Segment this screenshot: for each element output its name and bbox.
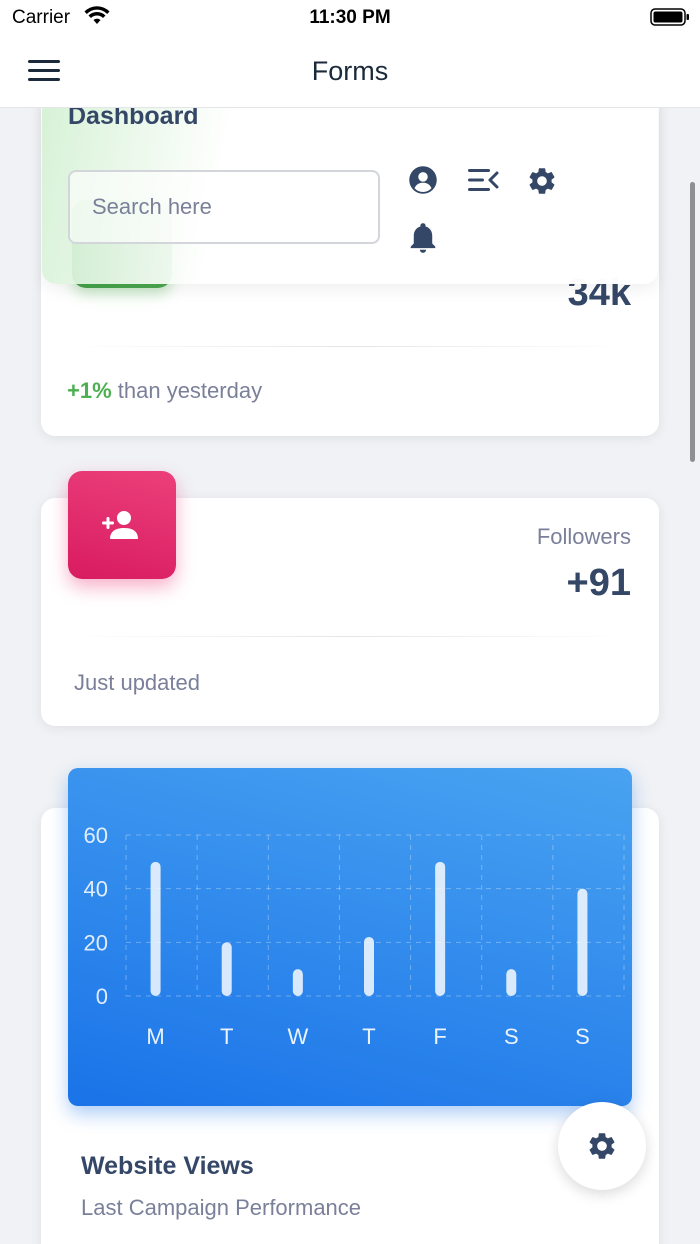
- user-circle-icon[interactable]: [408, 165, 438, 195]
- x-tick-label: T: [362, 1024, 375, 1049]
- chart-title: Website Views: [81, 1152, 254, 1180]
- status-bar: Carrier 11:30 PM: [0, 0, 700, 36]
- x-tick-label: M: [146, 1024, 164, 1049]
- bar-chart: 0 20 40 60 M T W T F S S: [84, 823, 625, 1049]
- bell-icon[interactable]: [408, 222, 438, 254]
- chart-bar: [292, 969, 303, 996]
- gear-icon[interactable]: [526, 165, 558, 197]
- settings-fab-button[interactable]: [558, 1102, 646, 1190]
- y-tick-label: 40: [84, 877, 108, 902]
- battery-icon: [650, 8, 689, 26]
- x-tick-label: S: [504, 1024, 519, 1049]
- card-divider: [69, 346, 631, 347]
- y-tick-label: 0: [96, 984, 108, 1009]
- menu-close-icon[interactable]: [466, 166, 500, 194]
- x-tick-label: T: [220, 1024, 233, 1049]
- followers-label: Followers: [536, 524, 631, 549]
- chart-bar: [221, 942, 232, 996]
- search-input[interactable]: [68, 170, 380, 244]
- revenue-footer: +1% than yesterday: [67, 378, 262, 404]
- nav-bar: Forms: [0, 36, 700, 108]
- carrier-label: Carrier: [12, 7, 71, 28]
- chart-bar: [506, 969, 517, 996]
- followers-icon-tile: [68, 471, 176, 579]
- scrollbar[interactable]: [690, 182, 695, 462]
- chart-bar: [435, 861, 446, 996]
- card-divider: [69, 636, 631, 637]
- x-tick-label: S: [575, 1024, 590, 1049]
- status-time: 11:30 PM: [309, 7, 391, 28]
- x-tick-label: F: [433, 1024, 446, 1049]
- chart-bar: [150, 861, 161, 996]
- chart-subtitle: Last Campaign Performance: [81, 1195, 362, 1220]
- page-title: Forms: [311, 56, 389, 86]
- y-tick-label: 20: [84, 930, 108, 955]
- followers-value: +91: [566, 562, 631, 604]
- wifi-icon: [84, 6, 110, 24]
- gear-icon: [589, 1133, 615, 1159]
- chart-bar: [577, 888, 588, 996]
- revenue-footer-text: than yesterday: [111, 378, 263, 403]
- website-views-chart: 0 20 40 60 M T W T F S S: [68, 768, 632, 1106]
- dashboard-navbar: Dashboard: [42, 100, 658, 284]
- revenue-change-pct: +1%: [67, 378, 112, 403]
- y-tick-label: 60: [84, 823, 108, 848]
- x-tick-label: W: [287, 1024, 308, 1049]
- menu-icon[interactable]: [28, 60, 60, 82]
- user-plus-icon: [102, 511, 138, 539]
- chart-bar: [364, 936, 374, 996]
- followers-footer: Just updated: [74, 670, 200, 695]
